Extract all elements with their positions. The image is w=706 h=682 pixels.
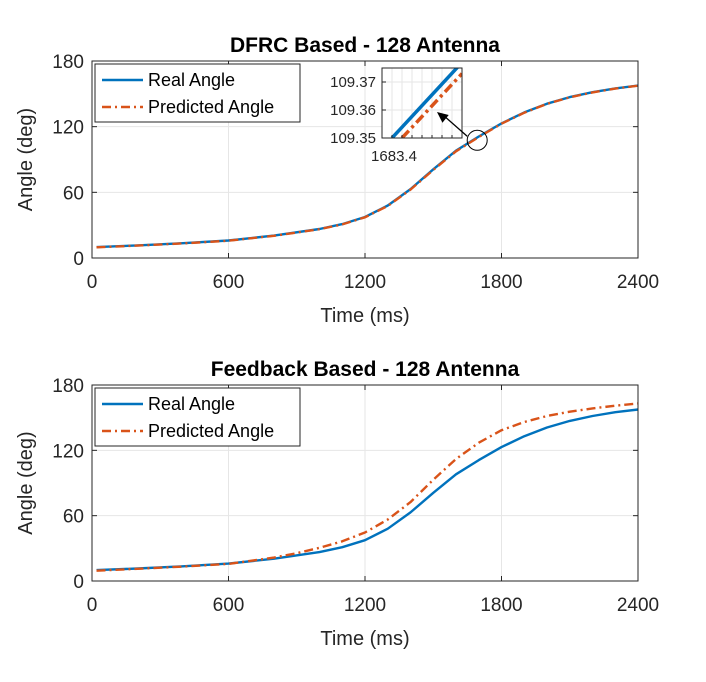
series-line-predicted-angle (96, 402, 639, 572)
chart-title: DFRC Based - 128 Antenna (230, 34, 500, 57)
x-tick-label: 0 (87, 595, 98, 616)
x-tick-label: 0 (87, 272, 98, 293)
zoom-arrow-line (442, 114, 468, 137)
y-tick-label: 0 (73, 249, 84, 270)
y-tick-label: 180 (52, 376, 84, 397)
legend-entry-predicted-angle: Predicted Angle (148, 421, 274, 441)
legend-box (94, 387, 301, 447)
y-tick-label: 60 (63, 183, 84, 204)
inset-x-tick-label: 1683.4 (371, 148, 417, 165)
chart-title: Feedback Based - 128 Antenna (211, 358, 520, 381)
y-tick-label: 180 (52, 52, 84, 73)
legend-entry-predicted-angle: Predicted Angle (148, 97, 274, 117)
legend-box (94, 63, 301, 123)
x-tick-label: 600 (213, 272, 245, 293)
x-tick-label: 1200 (344, 595, 386, 616)
x-axis-label: Time (ms) (320, 628, 409, 650)
legend: Real Angle Predicted Angle (94, 387, 301, 447)
chart-1: 0 600 1200 1800 2400 0 60 120 180 DFRC Based - 12… (15, 34, 659, 327)
x-tick-label: 600 (213, 595, 245, 616)
y-tick-label: 120 (52, 118, 84, 139)
y-tick-label: 0 (73, 572, 84, 593)
inset-series-real-angle (390, 68, 460, 138)
legend-entry-real-angle: Real Angle (148, 394, 235, 414)
series-line-predicted-angle (96, 84, 639, 249)
x-tick-label: 2400 (617, 595, 659, 616)
inset-y-tick-label: 109.36 (330, 102, 376, 119)
y-tick-label: 60 (63, 507, 84, 528)
zoom-inset: 109.35 109.36 109.37 1683.4 (330, 67, 488, 165)
y-tick-label: 120 (52, 441, 84, 462)
legend: Real Angle Predicted Angle (94, 63, 301, 123)
x-axis-label: Time (ms) (320, 305, 409, 327)
inset-y-tick-label: 109.37 (330, 74, 376, 91)
zoom-arrow-head (437, 112, 449, 123)
inset-series-predicted-angle (400, 72, 462, 138)
legend-entry-real-angle: Real Angle (148, 70, 235, 90)
y-axis-label: Angle (deg) (15, 431, 37, 534)
x-tick-label: 1200 (344, 272, 386, 293)
x-tick-label: 2400 (617, 272, 659, 293)
x-tick-label: 1800 (480, 595, 522, 616)
chart-2: 0 600 1200 1800 2400 0 60 120 180 Feedback Based … (15, 358, 659, 650)
zoom-marker-circle (466, 129, 488, 151)
inset-y-tick-label: 109.35 (330, 130, 376, 147)
x-tick-label: 1800 (480, 272, 522, 293)
y-axis-label: Angle (deg) (15, 108, 37, 211)
